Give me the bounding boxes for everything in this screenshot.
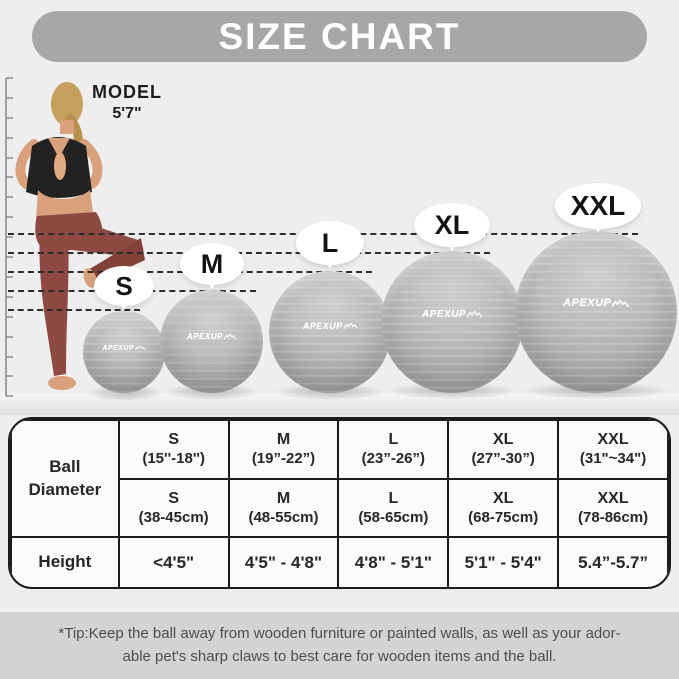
cell-height-xl: 5'1" - 5'4" [447, 536, 560, 587]
model-height-label: MODEL 5'7" [82, 82, 172, 123]
floor [0, 393, 679, 415]
size-bubble-xxl: XXL [555, 183, 641, 233]
cell-height-xxl: 5.4”-5.7” [557, 536, 669, 587]
tip-bar: *Tip:Keep the ball away from wooden furn… [0, 612, 679, 679]
brand-logo: APEXUP [83, 345, 165, 352]
page-title: SIZE CHART [218, 15, 461, 57]
model-standing-foot [48, 376, 76, 390]
mountain-icon [135, 345, 146, 351]
cell-diameter-in-m: M (19”-22”) [227, 419, 340, 480]
brand-logo: APEXUP [381, 309, 523, 320]
exercise-ball-xl: APEXUP [381, 251, 523, 393]
exercise-ball-xxl: APEXUP [515, 231, 677, 393]
cell-diameter-cm-xxl: XXL (78-86cm) [557, 478, 669, 538]
mountain-icon [612, 299, 629, 307]
cell-diameter-cm-s: S (38-45cm) [117, 478, 230, 538]
guide-line-s [8, 309, 140, 311]
model-tucked-foot [83, 268, 97, 288]
model-neck [60, 120, 74, 134]
tip-line1: *Tip:Keep the ball away from wooden furn… [58, 625, 621, 642]
table-row-diameter-cm: S (38-45cm) M (48-55cm) L (58-65cm) XL (68-7… [11, 478, 669, 538]
height-row-header: Height [10, 536, 120, 587]
size-bubble-l: L [296, 221, 364, 269]
size-bubble-s: S [94, 266, 154, 310]
cell-diameter-in-s: S (15''-18'') [117, 419, 230, 480]
size-table: Ball Diameter S (15''-18'') M (19”-22”) L(… [10, 419, 669, 587]
model-hair [51, 82, 83, 126]
exercise-ball-s: APEXUP [83, 311, 165, 393]
cell-diameter-cm-l: L (58-65cm) [337, 478, 450, 538]
model-label-line2: 5'7" [112, 104, 142, 122]
model-hands [54, 152, 66, 180]
mountain-icon [343, 323, 358, 329]
cell-diameter-cm-m: M (48-55cm) [227, 478, 340, 538]
exercise-ball-m: APEXUP [160, 290, 263, 393]
model-standing-leg [39, 232, 69, 376]
model-label-line1: MODEL [92, 82, 162, 102]
model-top-neck-cutout [48, 138, 70, 158]
yoga-model-figure [15, 82, 145, 390]
exercise-ball-l: APEXUP [269, 271, 391, 393]
model-waist [36, 190, 94, 220]
page-title-banner: SIZE CHART [32, 11, 647, 62]
table-row-height: Height <4'5" 4'5" - 4'8" 4'8" - 5'1" 5'1… [10, 536, 669, 587]
brand-logo: APEXUP [515, 297, 677, 309]
cell-diameter-cm-xl: XL (68-75cm) [447, 478, 560, 538]
ball-size-scene: MODEL 5'7" [0, 62, 679, 415]
tip-line2: able pet's sharp claws to best care for … [122, 647, 557, 665]
brand-logo: APEXUP [269, 321, 391, 331]
table-row-diameter-inches: Ball Diameter S (15''-18'') M (19”-22”) L(… [10, 419, 669, 538]
cell-height-l: 4'8" - 5'1" [337, 536, 450, 587]
brand-logo: APEXUP [160, 332, 263, 341]
mountain-icon [467, 311, 483, 318]
height-ruler-icon [5, 77, 13, 397]
guide-line-xl [8, 252, 490, 254]
cell-diameter-in-xxl: XXL (31"~34") [557, 419, 669, 480]
mountain-icon [223, 334, 236, 340]
size-bubble-m: M [180, 243, 244, 289]
cell-diameter-in-xl: XL (27”-30”) [447, 419, 560, 480]
size-bubble-xl: XL [414, 203, 490, 251]
cell-height-m: 4'5" - 4'8" [227, 536, 340, 587]
size-table-container: Ball Diameter S (15''-18'') M (19”-22”) L(… [8, 417, 671, 589]
cell-diameter-in-l: L (23”-26”) [337, 419, 450, 480]
cell-height-s: <4'5" [117, 536, 230, 587]
diameter-row-header: Ball Diameter [10, 419, 120, 538]
